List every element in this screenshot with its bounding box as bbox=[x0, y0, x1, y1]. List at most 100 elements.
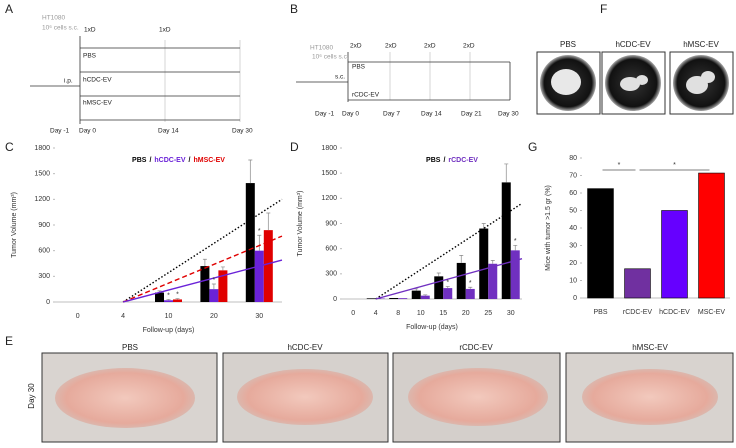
bar bbox=[587, 188, 614, 299]
x-tick-label: 10 bbox=[165, 313, 173, 320]
panel-letter: F bbox=[600, 2, 607, 16]
panel-letter: C bbox=[5, 140, 14, 154]
y-tick-label: 10 bbox=[569, 277, 577, 284]
y-tick-label: 50 bbox=[569, 207, 577, 214]
trend-line bbox=[375, 202, 523, 300]
bar bbox=[443, 288, 453, 299]
day: Day 7 bbox=[383, 111, 400, 118]
route: i.p. bbox=[64, 78, 73, 85]
group: PBS bbox=[352, 64, 366, 71]
x-tick-label: rCDC-EV bbox=[623, 309, 652, 316]
day: Day -1 bbox=[315, 111, 335, 118]
bar bbox=[218, 270, 228, 302]
error-bar bbox=[175, 298, 180, 300]
tumor bbox=[701, 71, 715, 83]
dose: 2xD bbox=[350, 43, 362, 50]
annotation: * bbox=[176, 291, 179, 298]
x-tick-label: hCDC-EV bbox=[659, 309, 690, 316]
bar bbox=[456, 262, 466, 299]
mouse bbox=[237, 369, 373, 425]
y-tick-label: 0 bbox=[46, 299, 50, 306]
day: Day 0 bbox=[342, 111, 359, 118]
mouse bbox=[408, 368, 548, 426]
y-tick-label: 300 bbox=[38, 273, 50, 280]
legend-entry: PBS bbox=[426, 157, 441, 164]
error-bar bbox=[211, 283, 216, 290]
bar bbox=[254, 250, 264, 302]
side-label: Day 30 bbox=[27, 383, 36, 409]
photo-label: hCDC-EV bbox=[287, 343, 323, 352]
dose: 2xD bbox=[463, 43, 475, 50]
y-tick-label: 600 bbox=[325, 246, 337, 253]
bar bbox=[389, 297, 399, 299]
dose: 1xD bbox=[84, 27, 96, 34]
photo-label: hCDC-EV bbox=[615, 40, 651, 49]
y-tick-label: 900 bbox=[38, 222, 50, 229]
day: Day 30 bbox=[498, 111, 519, 118]
bar bbox=[200, 266, 210, 302]
y-tick-label: 1800 bbox=[321, 145, 337, 152]
bar bbox=[366, 298, 376, 299]
bar bbox=[510, 250, 520, 299]
panel-letter: G bbox=[528, 140, 537, 154]
y-tick-label: 20 bbox=[569, 260, 577, 267]
y-tick-label: 900 bbox=[325, 220, 337, 227]
y-tick-label: 1500 bbox=[34, 171, 50, 178]
error-bar bbox=[266, 212, 271, 231]
error-bar bbox=[468, 286, 473, 289]
day: Day 14 bbox=[421, 111, 442, 118]
x-tick-label: 30 bbox=[507, 310, 515, 317]
bar bbox=[164, 300, 173, 302]
day: Day 30 bbox=[232, 128, 253, 135]
error-bar bbox=[166, 299, 171, 301]
bar bbox=[488, 263, 498, 299]
y-tick-label: 600 bbox=[38, 248, 50, 255]
cells: 10⁶ cells s.c. bbox=[42, 25, 79, 32]
trend-line bbox=[122, 259, 283, 303]
x-tick-label: 8 bbox=[396, 310, 400, 317]
bar bbox=[661, 210, 688, 299]
error-bar bbox=[414, 288, 419, 291]
error-bar bbox=[459, 255, 464, 263]
y-tick-label: 70 bbox=[569, 172, 577, 179]
annotation: * bbox=[469, 280, 472, 287]
bar bbox=[479, 228, 489, 299]
trend-line bbox=[122, 198, 283, 303]
tumor-photos: PBS hCDC-EV hMSC-EV bbox=[536, 40, 734, 115]
y-tick-label: 1200 bbox=[34, 196, 50, 203]
error-bar bbox=[513, 244, 518, 251]
panel-letter: A bbox=[5, 2, 13, 16]
error-bar bbox=[423, 294, 428, 296]
annotation: * bbox=[514, 238, 517, 245]
annotation: * bbox=[446, 279, 449, 286]
y-tick-label: 0 bbox=[573, 295, 577, 302]
legend-entry: hMSC-EV bbox=[193, 157, 225, 164]
x-tick-label: 10 bbox=[417, 310, 425, 317]
error-bar bbox=[445, 286, 450, 289]
day: Day 21 bbox=[461, 111, 482, 118]
legend: PBS / hCDC-EV / hMSC-EV bbox=[132, 157, 225, 164]
legend-entry: hCDC-EV bbox=[154, 157, 185, 164]
annotation: * bbox=[167, 292, 170, 299]
annotation: * bbox=[213, 277, 216, 284]
cells: 10⁶ cells s.c. bbox=[312, 54, 349, 61]
legend-entry: rCDC-EV bbox=[448, 157, 478, 164]
trend-line bbox=[122, 235, 283, 303]
bar bbox=[375, 298, 385, 299]
bar bbox=[624, 268, 651, 299]
y-tick-label: 0 bbox=[333, 296, 337, 303]
x-tick-label: 25 bbox=[484, 310, 492, 317]
panel-letter: D bbox=[290, 140, 299, 154]
x-tick-label: 15 bbox=[439, 310, 447, 317]
day: Day -1 bbox=[50, 128, 70, 135]
y-axis-label: Tumor Volume (mm³) bbox=[11, 192, 18, 258]
annotation: * bbox=[258, 228, 261, 235]
y-tick-label: 1500 bbox=[321, 170, 337, 177]
bar bbox=[465, 288, 475, 299]
tumor bbox=[620, 77, 640, 91]
legend-entry: PBS bbox=[132, 157, 147, 164]
photo-label: hMSC-EV bbox=[632, 343, 668, 352]
bar bbox=[245, 183, 255, 302]
y-tick-label: 80 bbox=[569, 155, 577, 162]
